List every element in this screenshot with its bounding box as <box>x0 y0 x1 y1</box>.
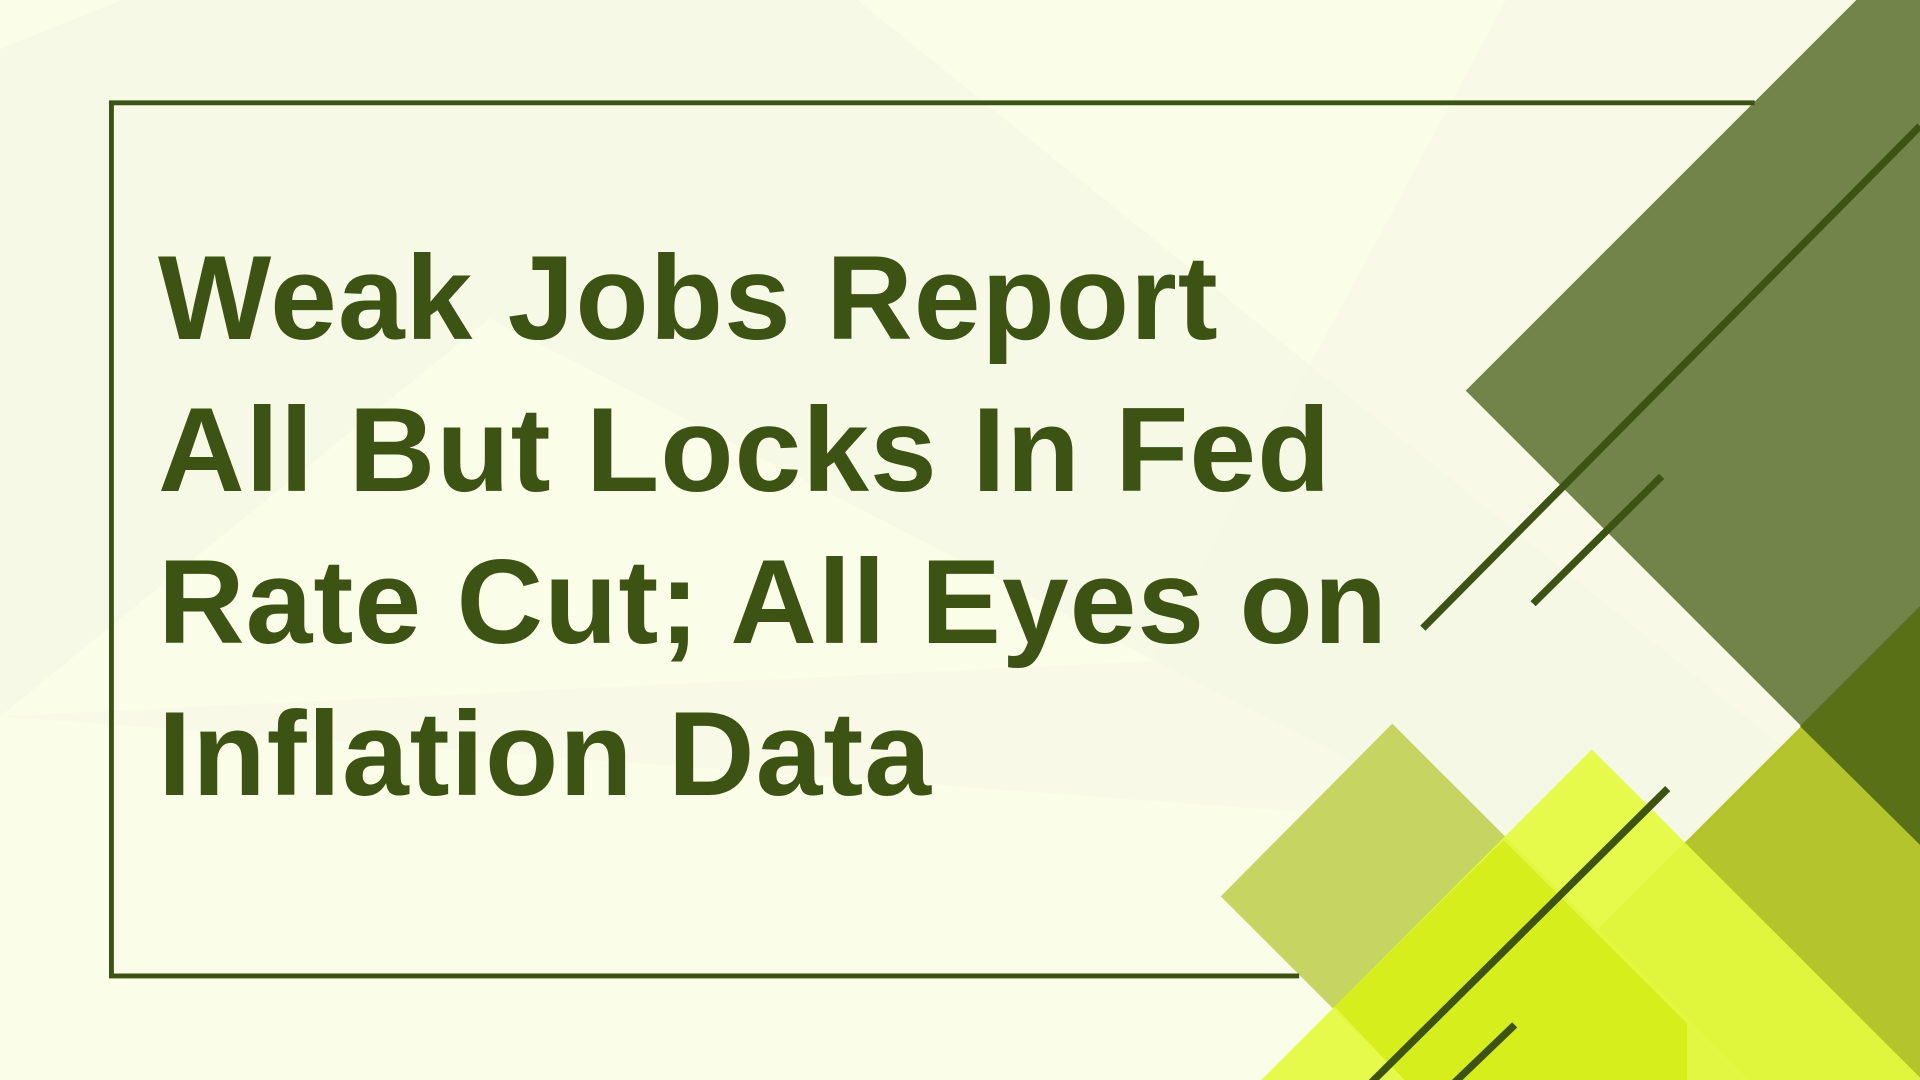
headline-line: All But Locks In Fed <box>158 383 1332 517</box>
title-frame <box>108 100 1755 979</box>
olive-diamond <box>1465 0 1920 845</box>
yellow-overlap <box>1334 840 1688 1080</box>
headline-line: Rate Cut; All Eyes on <box>158 535 1389 669</box>
diagonal-line <box>1530 473 1665 607</box>
headline: Weak Jobs Report All But Locks In Fed Ra… <box>158 222 1388 830</box>
headline-line: Inflation Data <box>158 687 933 821</box>
diagonal-line <box>1420 123 1920 631</box>
diagonal-line <box>1368 785 1671 1080</box>
dark-overlap <box>1800 606 1920 845</box>
headline-line: Weak Jobs Report <box>158 231 1219 365</box>
background-shade <box>0 0 1920 857</box>
diagonal-line <box>1452 1022 1518 1080</box>
